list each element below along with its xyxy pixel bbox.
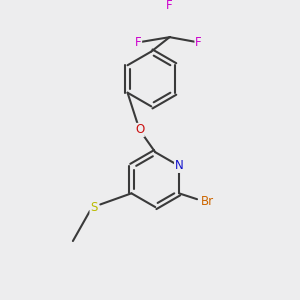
Text: F: F — [135, 36, 142, 49]
Text: O: O — [135, 123, 144, 136]
Text: N: N — [175, 159, 183, 172]
Text: Br: Br — [201, 195, 214, 208]
Text: F: F — [166, 0, 173, 12]
Text: F: F — [195, 36, 202, 49]
Text: S: S — [90, 200, 98, 214]
